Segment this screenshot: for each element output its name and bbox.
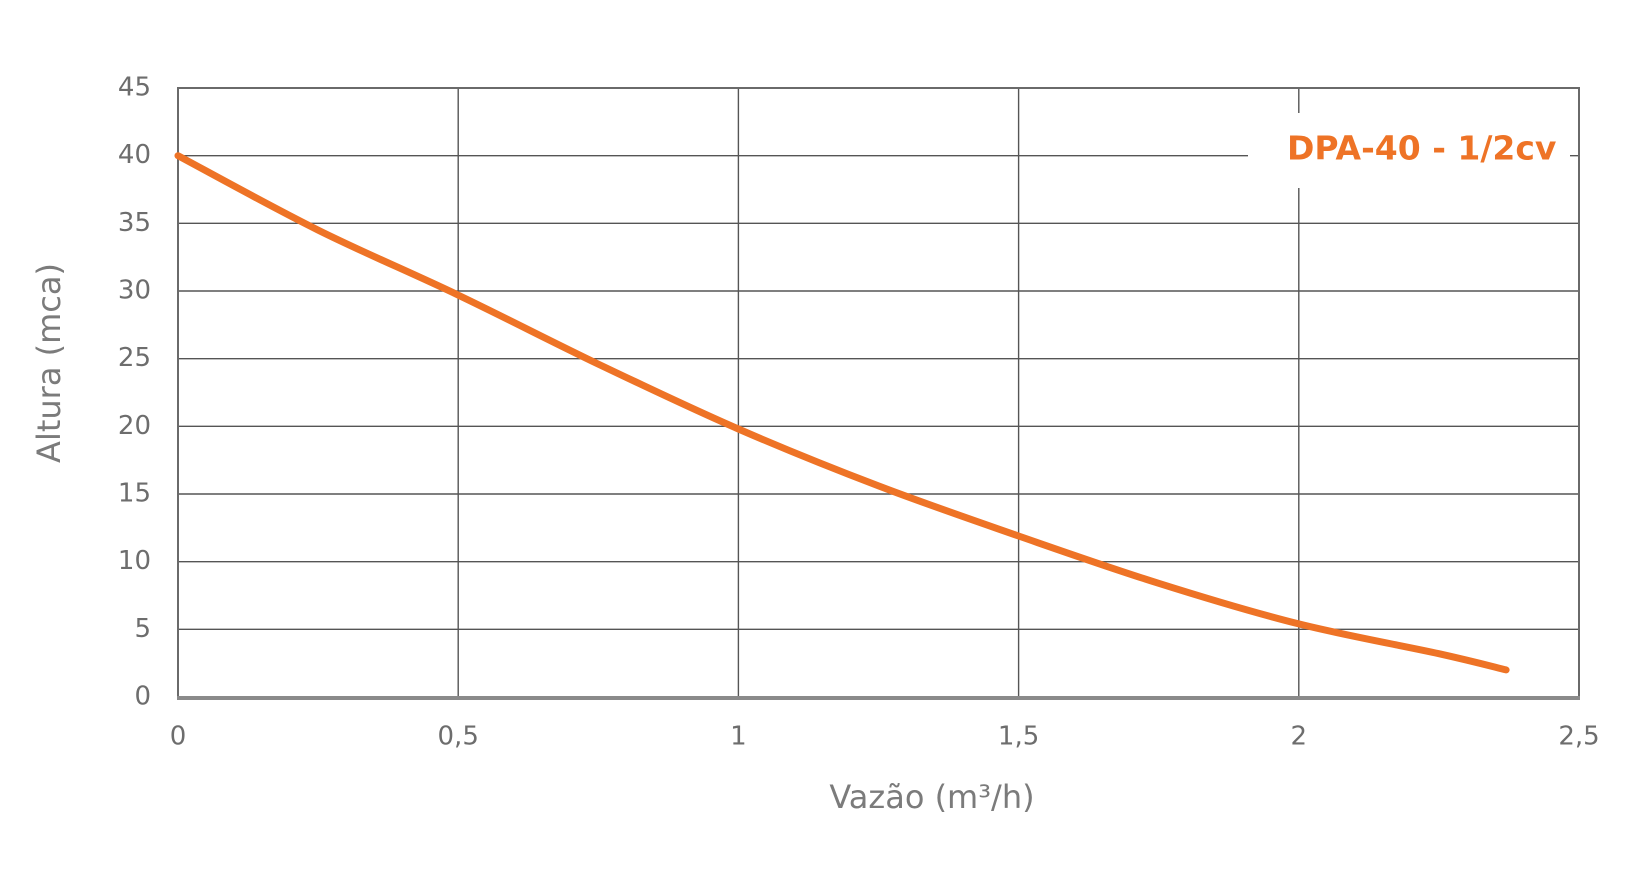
x-tick-label: 1 <box>730 722 747 752</box>
x-tick-label: 0 <box>170 722 187 752</box>
y-tick-label: 45 <box>118 73 151 103</box>
series-group <box>174 152 1510 674</box>
y-tick-label: 20 <box>118 411 151 441</box>
x-tick-label: 1,5 <box>998 722 1039 752</box>
y-tick-label: 35 <box>118 208 151 238</box>
x-tick-label: 2,5 <box>1558 722 1599 752</box>
y-tick-label: 30 <box>118 276 151 306</box>
series-label: DPA-40 - 1/2cv <box>1287 129 1557 168</box>
y-tick-label: 10 <box>118 546 151 576</box>
plot-frame <box>177 87 1580 700</box>
y-axis-label: Altura (mca) <box>30 263 68 463</box>
series-label-background <box>1248 113 1570 188</box>
x-tick-label: 2 <box>1291 722 1308 752</box>
y-tick-label: 5 <box>134 614 151 644</box>
x-tick-label: 0,5 <box>438 722 479 752</box>
x-tick-labels: 0 0,5 1 1,5 2 2,5 <box>170 722 1600 752</box>
y-tick-label: 15 <box>118 479 151 509</box>
y-tick-label: 25 <box>118 343 151 373</box>
y-tick-label: 0 <box>134 682 151 712</box>
y-tick-label: 40 <box>118 140 151 170</box>
y-tick-labels: 0 5 10 15 20 25 30 35 40 45 <box>118 73 151 712</box>
series-line <box>174 152 1510 674</box>
x-axis-label: Vazão (m³/h) <box>829 778 1034 816</box>
